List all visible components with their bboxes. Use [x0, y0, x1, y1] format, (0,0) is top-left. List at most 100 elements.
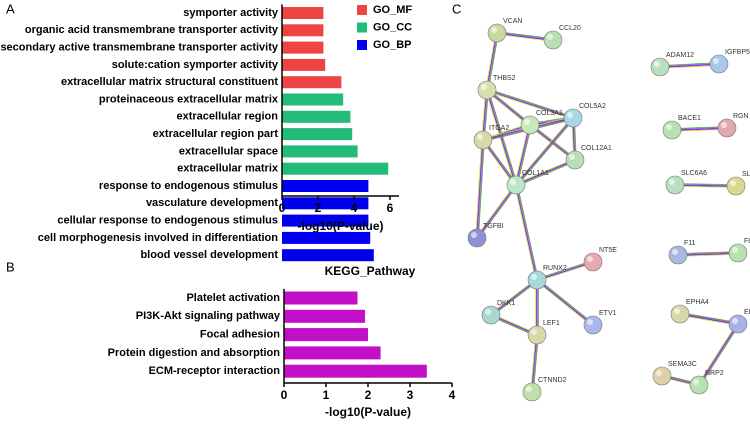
edge: [486, 32, 497, 90]
bar: [282, 76, 342, 89]
node-highlight: [481, 84, 487, 90]
edge: [530, 334, 537, 392]
node: [563, 108, 583, 128]
node-highlight: [721, 122, 727, 128]
x-tick-label: 3: [407, 388, 414, 402]
edge: [516, 118, 575, 187]
node: [583, 315, 603, 335]
x-tick-label: 2: [365, 388, 372, 402]
edge: [475, 139, 483, 238]
bar: [282, 162, 389, 175]
edge: [677, 251, 738, 255]
edge: [679, 314, 738, 325]
node-highlight: [531, 274, 537, 280]
edge: [476, 139, 483, 238]
edge: [516, 160, 576, 186]
category-label: Focal adhesion: [200, 329, 280, 341]
category-label: symporter activity: [183, 7, 279, 19]
x-tick-label: 2: [315, 201, 322, 215]
edge: [537, 262, 594, 282]
edge: [491, 280, 539, 317]
x-axis-label: -log10(P-value): [325, 405, 411, 419]
edge: [486, 90, 516, 186]
category-label: PI3K-Akt signaling pathway: [136, 310, 281, 322]
edge: [514, 185, 537, 281]
edge: [515, 185, 537, 281]
edge: [514, 124, 530, 185]
node-label: DKK1: [497, 300, 515, 307]
edge: [487, 88, 532, 125]
edge: [477, 140, 485, 239]
legend-swatch: [357, 5, 367, 15]
bar: [284, 364, 427, 378]
bar: [284, 291, 358, 305]
node-highlight: [713, 58, 719, 64]
edge: [659, 62, 719, 67]
edge: [675, 183, 737, 186]
category-label: cellular response to endogenous stimulus: [57, 215, 278, 227]
edge: [698, 323, 738, 385]
edge: [678, 253, 739, 256]
node-label: NT5E: [599, 247, 617, 254]
node-highlight: [666, 124, 672, 130]
edge: [699, 324, 740, 386]
edge: [482, 140, 516, 186]
edge: [491, 280, 538, 316]
node-label: EFNB2: [744, 309, 750, 316]
node-highlight: [693, 379, 699, 385]
category-label: ECM-receptor interaction: [149, 365, 281, 377]
node: [467, 228, 487, 248]
node: [689, 375, 709, 395]
edge: [699, 324, 739, 386]
edge: [537, 278, 595, 325]
edge: [697, 323, 738, 385]
node: [487, 23, 507, 43]
node-label: VCAN: [503, 18, 522, 25]
node: [522, 382, 542, 402]
node-highlight: [654, 61, 660, 67]
edge: [537, 279, 594, 325]
node: [728, 314, 748, 334]
edge: [660, 64, 720, 69]
node-highlight: [587, 256, 593, 262]
node: [565, 150, 585, 170]
edge: [536, 260, 593, 280]
edge: [487, 33, 498, 91]
x-tick-label: 6: [387, 201, 394, 215]
edge: [485, 32, 497, 90]
node-highlight: [672, 249, 678, 255]
node-label: BACE1: [678, 115, 701, 122]
node-label: EPHA4: [686, 299, 709, 306]
bar: [282, 231, 371, 244]
edge: [516, 125, 531, 186]
node-highlight: [526, 386, 532, 392]
node-highlight: [569, 154, 575, 160]
node: [527, 325, 547, 345]
category-label: response to endogenous stimulus: [99, 180, 278, 192]
node-highlight: [674, 308, 680, 314]
edge: [514, 116, 573, 185]
node-highlight: [730, 180, 736, 186]
edge: [674, 185, 736, 187]
bar: [282, 41, 324, 54]
edge: [485, 90, 530, 127]
bar: [284, 328, 368, 342]
node-label: COL5A2: [579, 103, 606, 110]
node-label: ITGA2: [489, 125, 509, 132]
edge: [532, 335, 539, 393]
chart-title: KEGG_Pathway: [325, 264, 416, 278]
category-label: vasculature development: [146, 197, 278, 209]
edge: [485, 90, 516, 186]
x-tick-label: 0: [279, 201, 286, 215]
node-label: F8: [744, 238, 750, 245]
category-label: cell morphogenesis involved in different…: [38, 232, 278, 244]
edge: [487, 88, 574, 118]
edge: [477, 185, 517, 239]
node: [726, 176, 746, 196]
edge: [516, 125, 532, 186]
bar: [284, 346, 381, 360]
node-label: SLC6A6: [681, 170, 707, 177]
node-label: ETV1: [599, 310, 617, 317]
bar: [282, 24, 324, 37]
